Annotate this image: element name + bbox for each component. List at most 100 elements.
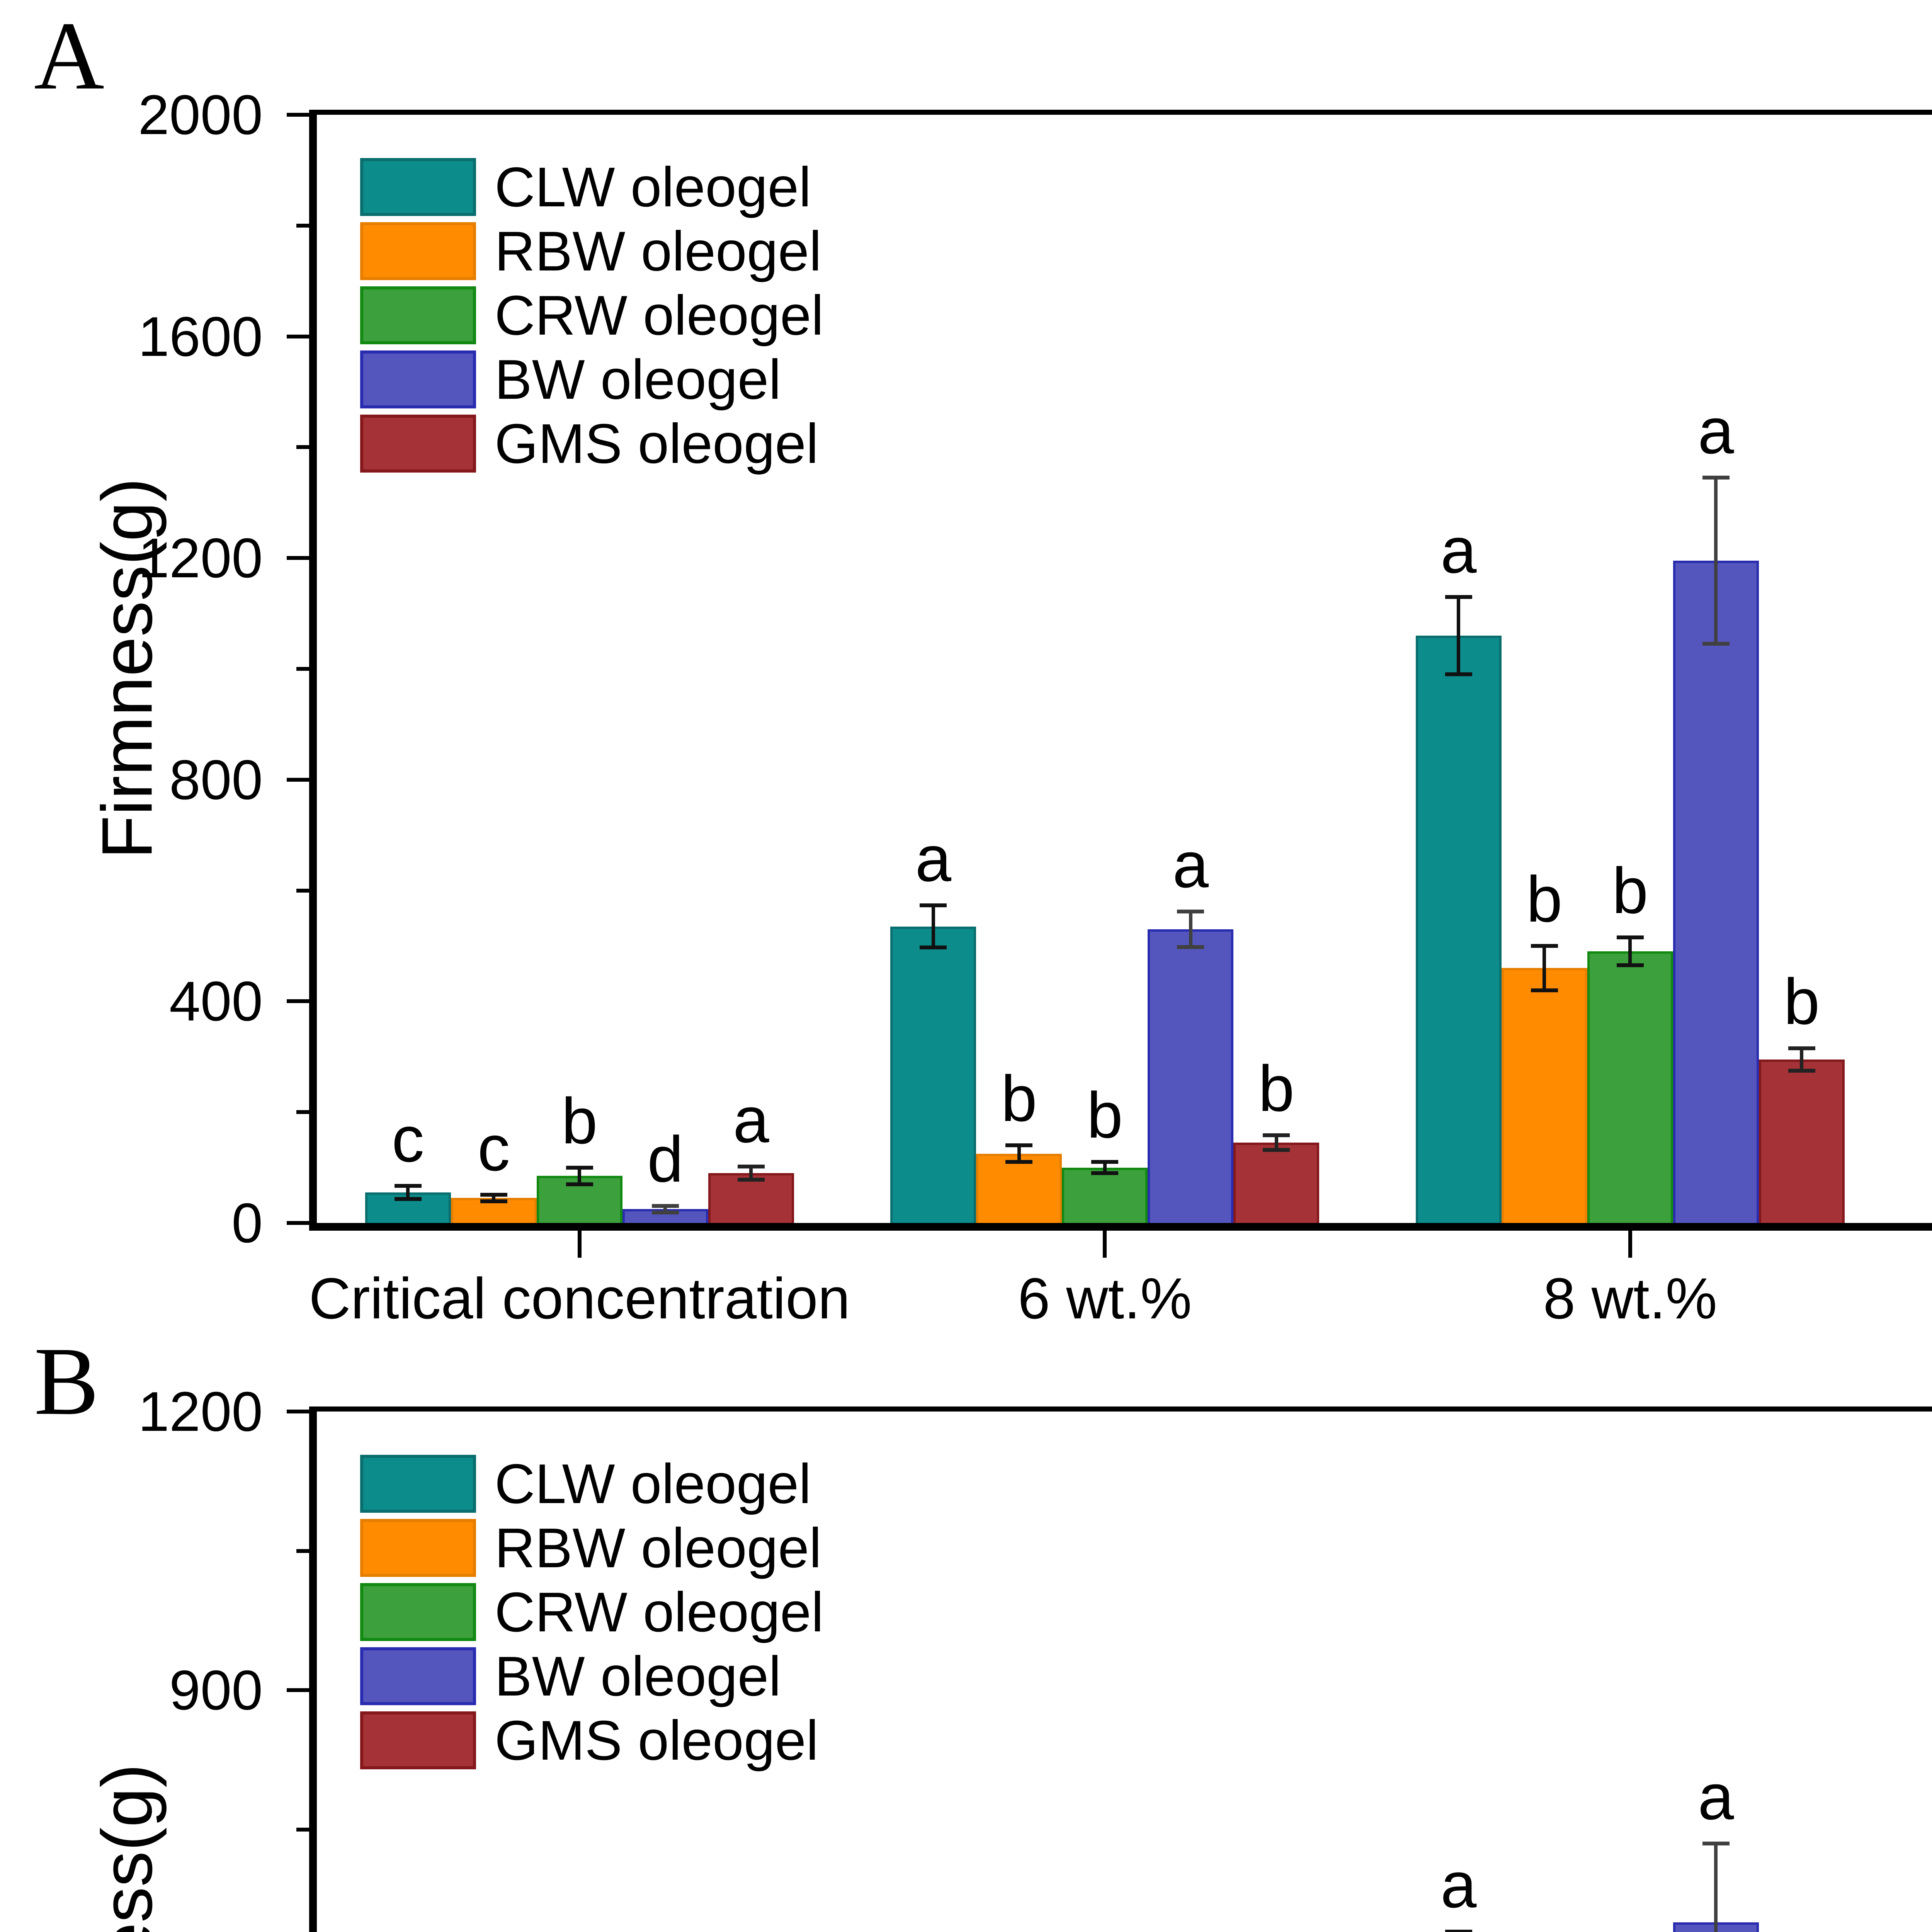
legend-item-gms-oleogel: GMS oleogel: [360, 1711, 824, 1769]
significance-letter-bw-oleogel-6-wt: a: [1172, 828, 1209, 901]
error-bar-cap-top: [920, 903, 947, 908]
y-axis-major-tick: [287, 1221, 309, 1225]
bar-rbw-oleogel-8-wt: [1501, 968, 1587, 1223]
significance-letter-clw-oleogel-critical-concentration: c: [391, 1102, 424, 1175]
bar-crw-oleogel-6-wt: [1062, 1167, 1148, 1223]
y-axis-tick-label: 900: [169, 1659, 263, 1721]
error-bar-cap-top: [1005, 1143, 1033, 1148]
bar-crw-oleogel-8-wt: [1587, 951, 1673, 1223]
error-bar-cap-bottom: [480, 1199, 507, 1204]
error-bar-cap-top: [1788, 1046, 1815, 1051]
legend-swatch-crw-oleogel: [360, 1583, 476, 1641]
y-axis-tick-label: 0: [231, 1192, 263, 1254]
significance-letter-clw-oleogel-8-wt: a: [1440, 1848, 1477, 1921]
legend-item-bw-oleogel: BW oleogel: [360, 1647, 824, 1705]
significance-letter-crw-oleogel-critical-concentration: b: [561, 1084, 598, 1157]
significance-letter-clw-oleogel-8-wt: a: [1440, 514, 1477, 587]
error-bar-rbw-oleogel-6-wt: [1017, 1145, 1021, 1162]
error-bar-cap-bottom: [394, 1197, 422, 1201]
significance-letter-rbw-oleogel-6-wt: b: [1001, 1062, 1037, 1135]
y-axis-major-tick: [287, 334, 309, 338]
bar-clw-oleogel-8-wt: [1415, 635, 1502, 1223]
error-bar-cap-top: [1702, 476, 1730, 480]
significance-letter-bw-oleogel-critical-concentration: d: [647, 1122, 684, 1196]
error-bar-cap-top: [651, 1204, 679, 1208]
legend-label-rbw-oleogel: RBW oleogel: [495, 1517, 822, 1579]
error-bar-cap-top: [1091, 1160, 1119, 1164]
y-axis-tick-label: 400: [169, 970, 263, 1033]
error-bar-cap-top: [1445, 1929, 1472, 1932]
y-axis-minor-tick: [296, 223, 309, 228]
x-axis-category-label-6-wt: 6 wt.%: [1018, 1266, 1192, 1331]
y-axis-major-tick: [287, 1410, 309, 1413]
significance-letter-rbw-oleogel-8-wt: b: [1526, 863, 1563, 935]
y-axis-tick-label: 1200: [138, 527, 263, 590]
error-bar-cap-bottom: [1005, 1160, 1033, 1164]
legend-label-gms-oleogel: GMS oleogel: [495, 1709, 819, 1772]
legend-swatch-clw-oleogel: [360, 1455, 476, 1513]
legend-item-bw-oleogel: BW oleogel: [360, 350, 824, 408]
error-bar-cap-top: [1177, 910, 1204, 914]
legend-label-crw-oleogel: CRW oleogel: [495, 1581, 824, 1643]
legend-swatch-gms-oleogel: [360, 1711, 476, 1769]
error-bar-cap-top: [1263, 1133, 1290, 1138]
significance-letter-bw-oleogel-8-wt: a: [1698, 1760, 1734, 1833]
error-bar-cap-bottom: [737, 1178, 765, 1182]
error-bar-cap-top: [394, 1184, 422, 1188]
error-bar-cap-bottom: [1616, 963, 1644, 968]
error-bar-cap-top: [1531, 944, 1558, 948]
error-bar-cap-bottom: [1445, 672, 1472, 677]
y-axis-tick-label: 800: [169, 748, 263, 811]
error-bar-rbw-oleogel-8-wt: [1543, 946, 1546, 990]
error-bar-cap-top: [737, 1164, 765, 1168]
error-bar-crw-oleogel-6-wt: [1103, 1162, 1107, 1173]
y-axis-minor-tick: [296, 1110, 309, 1114]
x-axis-category-label-8-wt: 8 wt.%: [1543, 1266, 1717, 1331]
error-bar-cap-bottom: [920, 946, 947, 950]
y-axis-minor-tick: [296, 445, 309, 449]
x-axis-tick: [577, 1231, 582, 1258]
y-axis-minor-tick: [296, 1827, 309, 1832]
error-bar-crw-oleogel-critical-concentration: [578, 1167, 582, 1184]
legend-label-crw-oleogel: CRW oleogel: [495, 284, 824, 347]
y-axis-major-tick: [287, 999, 309, 1003]
panel-a-plot-area: 0 400 800 1200 1600 2000 Critical concentratio…: [138, 84, 1932, 1329]
significance-letter-rbw-oleogel-critical-concentration: c: [477, 1111, 510, 1184]
error-bar-gms-oleogel-8-wt: [1800, 1048, 1804, 1071]
legend: CLW oleogel RBW oleogel CRW oleogel BW oleo…: [360, 158, 824, 479]
error-bar-cap-top: [1702, 1841, 1730, 1845]
x-axis-tick: [1103, 1231, 1107, 1258]
error-bar-cap-bottom: [1263, 1148, 1290, 1152]
legend-item-clw-oleogel: CLW oleogel: [360, 1455, 824, 1513]
legend-label-rbw-oleogel: RBW oleogel: [495, 220, 822, 282]
y-axis-major-tick: [287, 1688, 309, 1692]
error-bar-clw-oleogel-6-wt: [931, 905, 935, 948]
significance-letter-crw-oleogel-6-wt: b: [1087, 1079, 1123, 1152]
error-bar-gms-oleogel-6-wt: [1274, 1135, 1278, 1150]
error-bar-cap-top: [1445, 595, 1472, 599]
x-axis-category-label-critical-concentration: Critical concentration: [309, 1266, 850, 1331]
legend-label-clw-oleogel: CLW oleogel: [495, 1452, 811, 1515]
error-bar-cap-bottom: [1702, 642, 1730, 646]
panel-a-label: A: [34, 2, 104, 110]
x-axis-tick: [1628, 1231, 1632, 1258]
panel-b-label: B: [34, 1327, 99, 1435]
y-axis-title-stickiness: Stickiness(g): [88, 1764, 167, 1932]
error-bar-cap-top: [480, 1192, 507, 1197]
legend-swatch-rbw-oleogel: [360, 222, 476, 280]
error-bar-crw-oleogel-8-wt: [1628, 937, 1632, 966]
significance-letter-crw-oleogel-8-wt: b: [1612, 854, 1648, 927]
legend-label-bw-oleogel: BW oleogel: [495, 1645, 781, 1708]
legend-item-gms-oleogel: GMS oleogel: [360, 415, 824, 473]
significance-letter-clw-oleogel-6-wt: a: [915, 822, 951, 895]
error-bar-clw-oleogel-8-wt: [1457, 597, 1461, 675]
y-axis-tick-label: 2000: [138, 83, 263, 146]
error-bar-gms-oleogel-critical-concentration: [749, 1166, 753, 1180]
error-bar-cap-top: [1616, 935, 1644, 940]
error-bar-bw-oleogel-critical-concentration: [663, 1206, 667, 1213]
legend-label-clw-oleogel: CLW oleogel: [495, 156, 811, 218]
legend-swatch-clw-oleogel: [360, 158, 476, 216]
bar-gms-oleogel-6-wt: [1233, 1143, 1320, 1223]
